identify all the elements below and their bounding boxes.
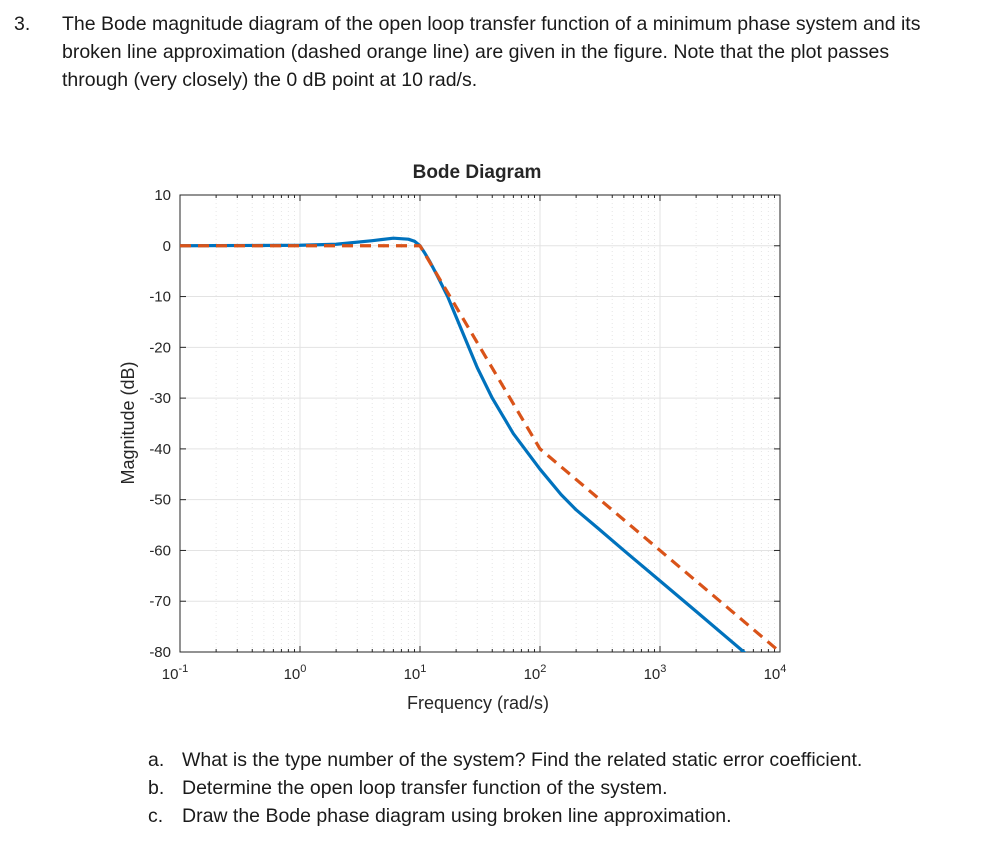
chart-title: Bode Diagram bbox=[413, 162, 542, 183]
y-tick-label: 0 bbox=[163, 238, 171, 255]
x-tick-label: 10-1 bbox=[162, 663, 188, 683]
y-axis-label: Magnitude (dB) bbox=[118, 361, 138, 484]
subquestion-label: b. bbox=[148, 777, 165, 799]
series-group bbox=[180, 236, 780, 652]
x-tick-label: 104 bbox=[764, 663, 787, 683]
y-tick-label: -60 bbox=[149, 542, 171, 559]
subquestion-a: a. What is the type number of the system… bbox=[148, 746, 968, 774]
plot-frame bbox=[179, 194, 781, 653]
y-tick-label: -80 bbox=[149, 644, 171, 661]
subquestion-b: b. Determine the open loop transfer func… bbox=[148, 774, 968, 802]
question-text: The Bode magnitude diagram of the open l… bbox=[62, 13, 921, 91]
series-line-approximation bbox=[180, 244, 780, 652]
subquestion-label: a. bbox=[148, 749, 165, 771]
subquestion-text: What is the type number of the system? F… bbox=[182, 749, 863, 771]
subquestion-c: c. Draw the Bode phase diagram using bro… bbox=[148, 802, 968, 830]
series-line-magnitude bbox=[180, 236, 747, 652]
x-tick-label: 102 bbox=[524, 663, 547, 683]
y-tick-label: -20 bbox=[149, 339, 171, 356]
y-tick-label: -40 bbox=[149, 441, 171, 458]
subquestions: a. What is the type number of the system… bbox=[148, 746, 968, 830]
y-tick-label: -70 bbox=[149, 593, 171, 610]
x-tick-label: 103 bbox=[644, 663, 667, 683]
question-number: 3. bbox=[14, 13, 31, 35]
x-tick-label: 100 bbox=[284, 663, 307, 683]
y-tick-label: -50 bbox=[149, 492, 171, 509]
tick-marks bbox=[179, 194, 781, 653]
y-tick-label: -30 bbox=[149, 390, 171, 407]
grid bbox=[179, 194, 780, 653]
subquestion-text: Determine the open loop transfer functio… bbox=[182, 777, 668, 799]
x-tick-label: 101 bbox=[404, 663, 427, 683]
y-tick-label: -10 bbox=[149, 289, 171, 306]
subquestion-text: Draw the Bode phase diagram using broken… bbox=[182, 805, 732, 827]
x-axis-label: Frequency (rad/s) bbox=[407, 693, 549, 713]
subquestion-label: c. bbox=[148, 805, 164, 827]
y-tick-label: 10 bbox=[154, 187, 171, 204]
question-block: 3. The Bode magnitude diagram of the ope… bbox=[14, 10, 954, 94]
